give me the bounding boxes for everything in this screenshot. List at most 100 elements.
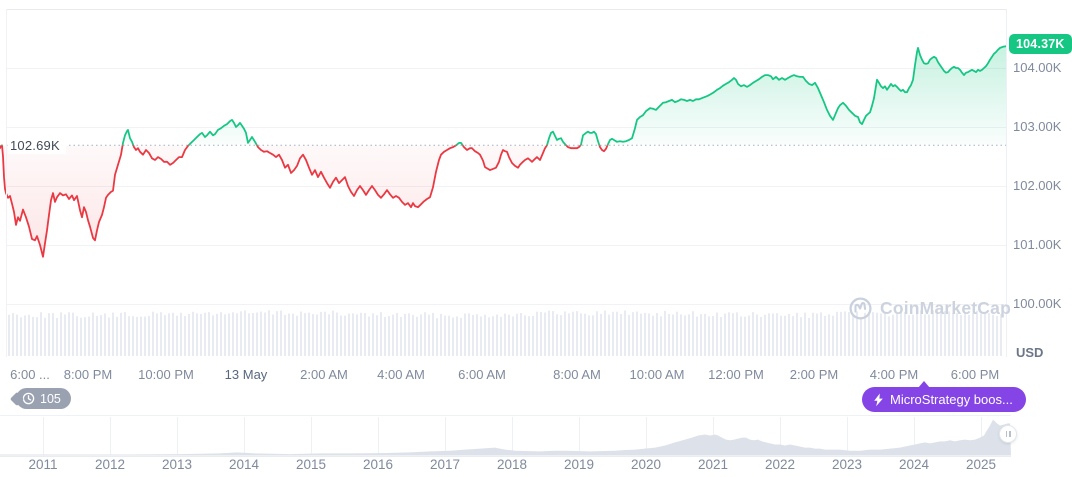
volume-bar xyxy=(880,313,882,356)
volume-bar xyxy=(684,315,686,356)
volume-bar xyxy=(568,313,570,356)
volume-bar xyxy=(380,312,382,356)
volume-bar xyxy=(852,314,854,356)
minimap-area xyxy=(0,419,1011,456)
volume-bar xyxy=(952,313,954,356)
volume-bar xyxy=(900,311,902,356)
volume-bar xyxy=(836,311,838,356)
volume-bar xyxy=(940,311,942,356)
volume-bar xyxy=(316,314,318,356)
volume-bar xyxy=(532,316,534,356)
volume-bar xyxy=(236,313,238,356)
volume-bar xyxy=(752,312,754,356)
volume-bar xyxy=(616,311,618,356)
volume-bar xyxy=(832,315,834,356)
volume-bar xyxy=(544,312,546,356)
volume-bar xyxy=(356,314,358,356)
volume-bar xyxy=(36,317,38,356)
timeline-year-label: 2012 xyxy=(94,457,126,472)
y-axis-tick-label: 102.00K xyxy=(1013,178,1062,193)
volume-bar xyxy=(92,312,94,356)
timeline-year-label: 2014 xyxy=(228,457,260,472)
volume-bar xyxy=(636,311,638,356)
volume-bar xyxy=(256,312,258,356)
volume-bar xyxy=(924,314,926,356)
volume-bar xyxy=(396,313,398,356)
timeline-scrub-handle[interactable] xyxy=(1000,426,1016,442)
volume-bar xyxy=(68,312,70,356)
volume-bar xyxy=(656,313,658,356)
volume-bar xyxy=(548,310,550,356)
volume-bar xyxy=(76,316,78,356)
volume-bar xyxy=(296,315,298,356)
volume-bar xyxy=(760,317,762,356)
volume-bar xyxy=(8,314,10,356)
volume-bar xyxy=(48,313,50,356)
timeline-year-label: 2018 xyxy=(496,457,528,472)
volume-bar xyxy=(232,312,234,356)
volume-bar xyxy=(980,313,982,356)
volume-bar xyxy=(756,314,758,356)
volume-bar xyxy=(300,311,302,356)
volume-bar xyxy=(820,312,822,356)
volume-bar xyxy=(620,314,622,356)
timeline-year-label: 2025 xyxy=(965,457,997,472)
volume-bar xyxy=(992,314,994,356)
timeline-range-selector[interactable] xyxy=(0,415,1011,457)
volume-bar xyxy=(480,316,482,356)
volume-bar xyxy=(596,311,598,356)
volume-bar xyxy=(432,312,434,356)
volume-bar xyxy=(700,314,702,356)
volume-bar xyxy=(12,313,14,356)
volume-bar xyxy=(768,313,770,356)
volume-bar xyxy=(260,311,262,356)
timeline-minimap xyxy=(0,417,1011,456)
volume-bar xyxy=(320,311,322,356)
volume-bar xyxy=(128,316,130,356)
volume-bar xyxy=(500,316,502,356)
baseline-price-label: 102.69K xyxy=(8,137,66,154)
volume-bar xyxy=(888,316,890,356)
volume-bar xyxy=(104,313,106,356)
timeline-year-label: 2021 xyxy=(697,457,729,472)
volume-bar xyxy=(292,313,294,356)
volume-bar xyxy=(172,312,174,356)
volume-bar xyxy=(280,310,282,356)
volume-bar xyxy=(64,314,66,356)
volume-bar xyxy=(948,311,950,356)
volume-bar xyxy=(212,315,214,356)
news-annotation-badge[interactable]: MicroStrategy boos... xyxy=(862,381,1026,412)
volume-bar xyxy=(528,316,530,356)
chart-borders xyxy=(6,9,1007,357)
volume-bar xyxy=(272,314,274,356)
volume-bar xyxy=(28,314,30,356)
volume-bar xyxy=(652,315,654,356)
volume-bar xyxy=(864,312,866,356)
volume-bar xyxy=(56,318,58,356)
volume-bar xyxy=(560,315,562,356)
y-axis-tick-label: 103.00K xyxy=(1013,119,1062,134)
volume-bar xyxy=(672,314,674,356)
history-count-badge[interactable]: 105 xyxy=(16,388,71,409)
volume-bar xyxy=(824,315,826,356)
volume-bar xyxy=(644,312,646,356)
price-chart[interactable] xyxy=(0,0,1072,362)
volume-bar xyxy=(120,312,122,356)
volume-bar xyxy=(400,317,402,356)
volume-bar xyxy=(196,313,198,356)
volume-bar xyxy=(808,318,810,356)
volume-bar xyxy=(512,316,514,356)
volume-bar xyxy=(524,315,526,356)
volume-bar xyxy=(288,313,290,356)
coinmarketcap-logo-icon xyxy=(849,297,872,320)
volume-bar xyxy=(640,313,642,356)
volume-bar xyxy=(740,316,742,356)
volume-bar xyxy=(100,315,102,356)
volume-bar xyxy=(908,314,910,356)
volume-bar xyxy=(580,313,582,356)
volume-bar xyxy=(1000,314,1002,356)
volume-bar xyxy=(936,310,938,356)
volume-bar xyxy=(16,314,18,356)
volume-bar xyxy=(680,314,682,356)
volume-bar xyxy=(164,315,166,356)
